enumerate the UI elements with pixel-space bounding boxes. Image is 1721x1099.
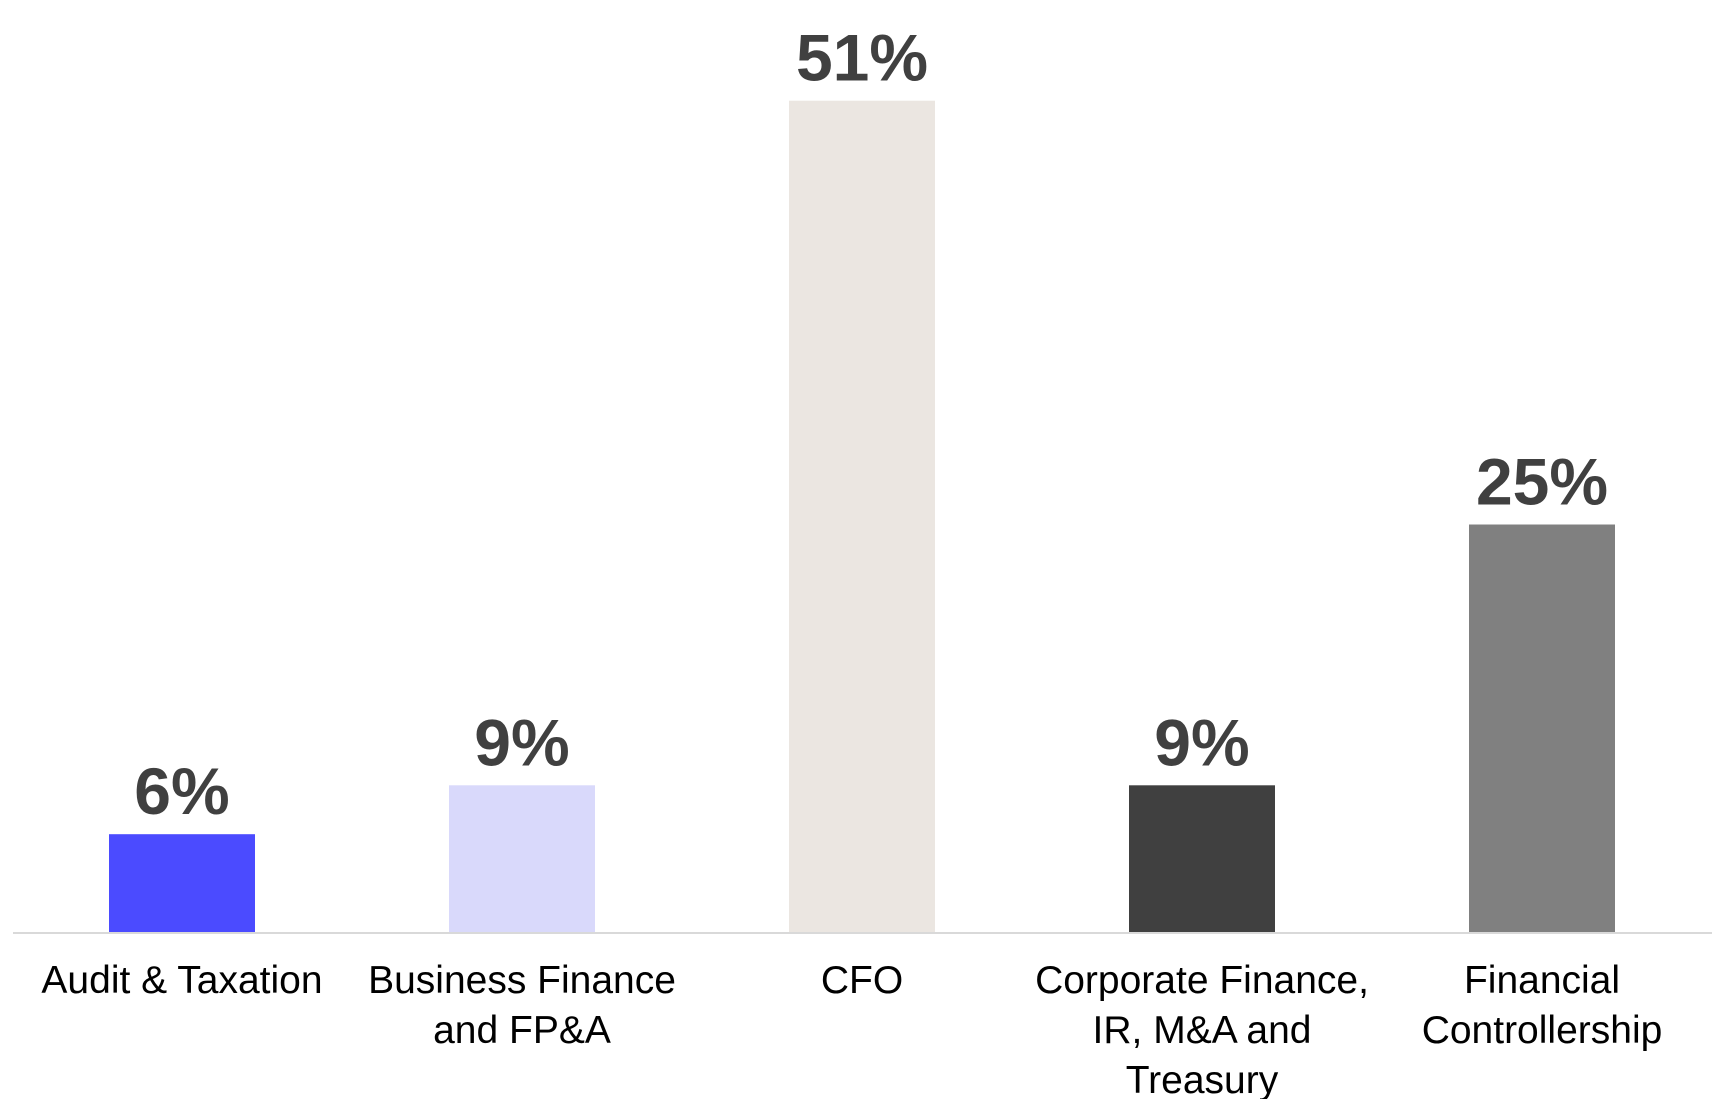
bar [109,834,255,932]
bar [789,100,935,932]
x-tick-label: Business Finance and FP&A [368,959,676,1052]
bar [1129,785,1275,932]
bar [1469,524,1615,932]
value-label: 25% [1476,445,1608,519]
x-tick-label: CFO [820,959,904,1002]
x-tick-label-box: Business Finance and FP&A [368,959,676,1052]
value-label: 51% [796,21,928,95]
value-label: 9% [474,705,569,779]
x-tick-label-box: Financial Controllership [1421,959,1663,1052]
x-tick-label-box: CFO [820,959,904,1002]
x-tick-label: Corporate Finance, IR, M&A and Treasury [1035,959,1369,1099]
x-tick-label: Audit & Taxation [41,959,323,1002]
x-tick-label-box: Corporate Finance, IR, M&A and Treasury [1035,959,1369,1099]
x-tick-label-box: Audit & Taxation [41,959,323,1002]
x-tick-label: Financial Controllership [1421,959,1663,1052]
value-label: 9% [1154,705,1249,779]
value-label: 6% [134,754,229,828]
bar [449,785,595,932]
